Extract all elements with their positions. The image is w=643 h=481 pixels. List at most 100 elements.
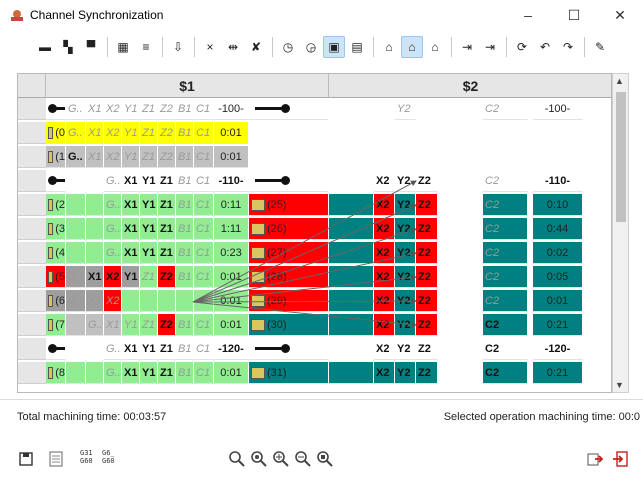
zoom-in-icon[interactable] [271, 449, 291, 469]
grid-cell[interactable]: Z2 [158, 146, 176, 168]
grid-cell[interactable]: -110- [533, 170, 583, 192]
grid-cell[interactable]: (7 [46, 314, 66, 336]
grid-cell[interactable]: 0:11 [214, 194, 249, 216]
grid-cell[interactable] [329, 218, 374, 240]
move-down-icon[interactable]: ⇩ [172, 40, 184, 54]
grid-cell[interactable]: 0:01 [214, 290, 249, 312]
grid-cell[interactable]: Z2 [416, 266, 438, 288]
grid-cell[interactable] [329, 242, 374, 264]
grid-cell[interactable]: G.. [66, 122, 86, 144]
grid-cell[interactable]: Z2 [158, 98, 176, 120]
color-swap-icon[interactable]: ▣ [323, 36, 345, 58]
delete-sync-icon[interactable]: ⇹ [227, 40, 239, 54]
refresh-icon[interactable]: ⟳ [516, 40, 528, 54]
grid-cell[interactable]: Y2 [395, 266, 416, 288]
grid-cell[interactable]: (8 [46, 362, 66, 384]
grid-cell[interactable]: Y1 [122, 146, 140, 168]
grid-cell[interactable]: Y2 [395, 314, 416, 336]
row-header[interactable] [18, 242, 46, 264]
grid-cell[interactable]: X1 [122, 194, 140, 216]
grid-cell[interactable] [86, 194, 104, 216]
grid-cell[interactable]: Z2 [416, 338, 438, 360]
list-view-icon[interactable] [46, 449, 66, 469]
grid-cell[interactable]: Y1 [140, 362, 158, 384]
grid-cell[interactable]: C2 [483, 338, 528, 360]
grid-cell[interactable] [140, 290, 158, 312]
grid-cell[interactable]: B1 [176, 362, 194, 384]
grid-cell[interactable] [329, 362, 374, 384]
zoom-fit-icon[interactable] [249, 449, 269, 469]
grid-cell[interactable]: G.. [66, 146, 86, 168]
gcode-b-button[interactable]: G6_ G60 [102, 449, 115, 465]
color-blocks-icon[interactable]: ▤ [351, 40, 363, 54]
grid-cell[interactable]: 0:10 [533, 194, 583, 216]
grid-row[interactable]: G.. X1 Y1 Z1 B1 C1 -120- X2 Y2 Z2 C2 -120- [18, 338, 611, 360]
grid-cell[interactable]: X1 [86, 122, 104, 144]
vertical-scrollbar[interactable]: ▲ ▼ [612, 73, 629, 393]
grid-cell[interactable] [86, 218, 104, 240]
grid-cell[interactable]: C1 [194, 98, 214, 120]
grid-cell[interactable]: Z1 [140, 98, 158, 120]
save-icon[interactable] [16, 449, 36, 469]
grid-cell[interactable] [329, 314, 374, 336]
grid-cell[interactable] [66, 242, 86, 264]
grid-row[interactable]: (1 G.. X1 X2 Y1 Z1 Z2 B1 C1 0:01 [18, 146, 611, 168]
grid-cell[interactable]: B1 [176, 194, 194, 216]
grid-cell[interactable] [249, 170, 329, 192]
grid-cell[interactable]: X1 [122, 170, 140, 192]
row-header[interactable] [18, 338, 46, 360]
grid-cell[interactable]: X2 [104, 122, 122, 144]
grid-cell[interactable] [249, 338, 329, 360]
grid-cell[interactable] [158, 290, 176, 312]
grid-cell[interactable]: X2 [104, 146, 122, 168]
grid-cell[interactable]: B1 [176, 266, 194, 288]
grid-cell[interactable]: C2 [483, 290, 528, 312]
grid-cell[interactable]: X1 [122, 242, 140, 264]
export-icon[interactable] [585, 449, 605, 469]
align-step-icon[interactable]: ▚ [63, 40, 73, 54]
scroll-down-icon[interactable]: ▼ [615, 380, 624, 390]
grid-cell[interactable] [86, 362, 104, 384]
grid-cell[interactable] [66, 218, 86, 240]
grid-cell[interactable]: X1 [122, 338, 140, 360]
grid-cell[interactable] [66, 314, 86, 336]
grid-cell[interactable]: C1 [194, 146, 214, 168]
align-top-icon[interactable]: ▀ [86, 40, 96, 54]
grid-cell[interactable]: Z2 [416, 194, 438, 216]
grid-cell[interactable]: X2 [374, 266, 395, 288]
channel-2-header[interactable]: $2 [329, 74, 611, 98]
grid-cell[interactable]: X2 [374, 218, 395, 240]
grid-cell[interactable]: Z1 [158, 338, 176, 360]
grid-cell[interactable]: -110- [214, 170, 249, 192]
grid-row[interactable]: (0 G.. X1 X2 Y1 Z1 Z2 B1 C1 0:01 [18, 122, 611, 144]
row-header[interactable] [18, 122, 46, 144]
grid-cell[interactable]: Y1 [140, 170, 158, 192]
grid-cell[interactable]: Y2 [395, 170, 416, 192]
row-header[interactable] [18, 170, 46, 192]
zoom-reset-icon[interactable] [315, 449, 335, 469]
grid-cell[interactable]: Z1 [140, 314, 158, 336]
grid-cell[interactable]: Z2 [158, 314, 176, 336]
grid-cell[interactable]: Y1 [140, 338, 158, 360]
delete-all-icon[interactable]: ✘ [250, 40, 262, 54]
grid-cell[interactable]: 0:23 [214, 242, 249, 264]
grid-cell[interactable]: 0:21 [533, 362, 583, 384]
grid-cell[interactable]: Y1 [140, 218, 158, 240]
grid-cell[interactable]: Y1 [140, 242, 158, 264]
export-a-icon[interactable]: ⇥ [461, 40, 473, 54]
grid-cell[interactable] [86, 242, 104, 264]
grid-cell[interactable]: Y1 [140, 194, 158, 216]
grid-cell[interactable] [329, 290, 374, 312]
grid-cell[interactable]: (25) [249, 194, 329, 216]
clock-cancel-icon[interactable]: ◶ [305, 40, 317, 54]
maximize-button[interactable]: ☐ [567, 6, 581, 23]
grid-cell[interactable] [329, 266, 374, 288]
grid-cell[interactable]: C2 [483, 362, 528, 384]
grid-cell[interactable]: G [66, 266, 86, 288]
grid-cell[interactable] [66, 362, 86, 384]
grid-cell[interactable]: C2 [483, 170, 528, 192]
grid-cell[interactable]: Y2 [395, 194, 416, 216]
grid-cell[interactable]: 0:01 [533, 290, 583, 312]
grid-row[interactable]: (8 G.. X1 Y1 Z1 B1 C1 0:01 (31) X2 Y2 Z2 C2 0:21 [18, 362, 611, 384]
channel-1-header[interactable]: $1 [46, 74, 329, 98]
